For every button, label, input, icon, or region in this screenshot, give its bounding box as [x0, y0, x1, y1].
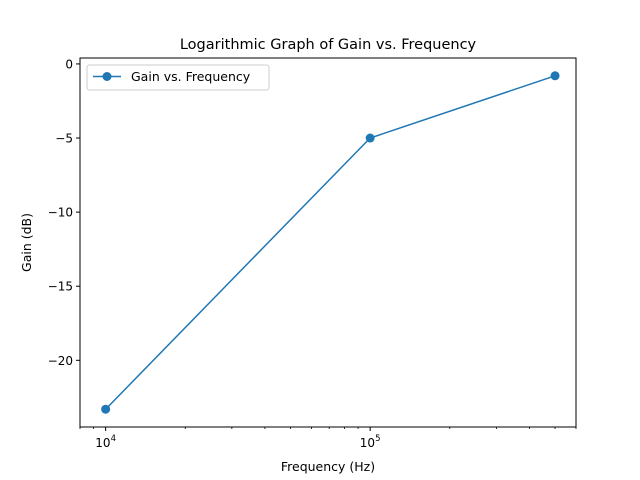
- data-point: [365, 133, 375, 143]
- y-axis: 0 −5 −10 −15 −20: [48, 57, 80, 368]
- data-point: [101, 404, 111, 414]
- x-tick-label: 104: [95, 434, 116, 450]
- y-axis-label: Gain (dB): [19, 213, 34, 272]
- y-tick-label: −10: [48, 206, 73, 220]
- legend-label: Gain vs. Frequency: [131, 69, 251, 84]
- legend: Gain vs. Frequency: [86, 64, 270, 91]
- plot-area: [101, 71, 560, 414]
- chart-title: Logarithmic Graph of Gain vs. Frequency: [180, 37, 477, 53]
- legend-box: [86, 64, 270, 91]
- y-tick-label: 0: [65, 57, 73, 71]
- y-tick-label: −15: [48, 280, 73, 294]
- y-tick-label: −5: [55, 132, 73, 146]
- legend-marker-sample: [102, 72, 112, 81]
- x-tick-label: 105: [360, 434, 381, 450]
- x-axis: 104 105: [79, 427, 577, 450]
- x-axis-label: Frequency (Hz): [281, 459, 375, 474]
- y-tick-label: −20: [48, 354, 73, 368]
- axes-frame: [79, 57, 577, 428]
- data-point: [550, 71, 560, 81]
